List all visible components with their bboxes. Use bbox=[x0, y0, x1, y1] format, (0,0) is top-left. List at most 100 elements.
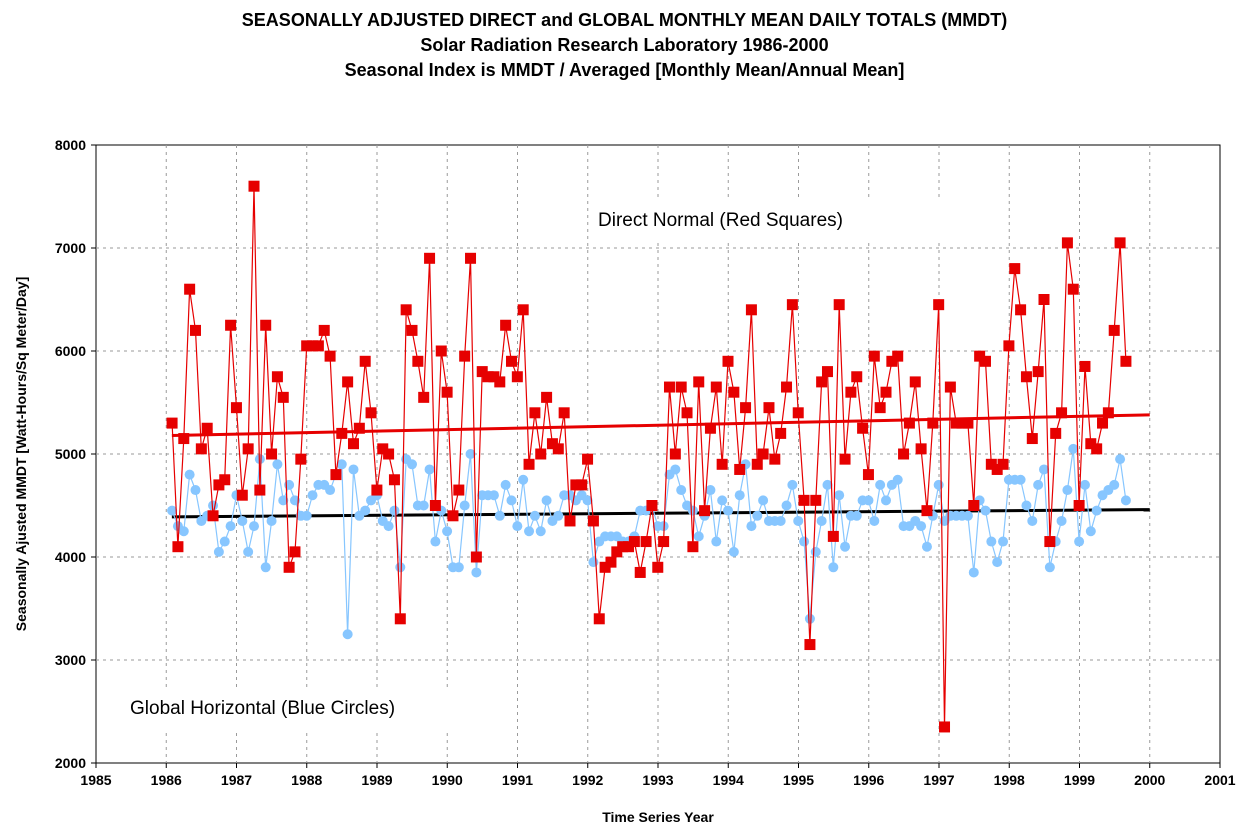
data-point-direct bbox=[558, 407, 570, 419]
data-point-direct bbox=[617, 541, 629, 553]
data-point-direct bbox=[722, 355, 734, 367]
x-tick-label: 2000 bbox=[1134, 772, 1165, 788]
data-point-direct bbox=[254, 484, 266, 496]
data-point-direct bbox=[336, 427, 348, 439]
data-point-direct bbox=[804, 639, 816, 651]
data-point-direct bbox=[710, 381, 722, 393]
data-point-global bbox=[869, 515, 880, 526]
data-point-direct bbox=[950, 417, 962, 429]
data-point-global bbox=[342, 629, 353, 640]
data-point-global bbox=[1085, 526, 1096, 537]
x-tick-label: 1995 bbox=[783, 772, 814, 788]
data-point-direct bbox=[1102, 407, 1114, 419]
data-point-direct bbox=[985, 458, 997, 470]
data-point-direct bbox=[505, 355, 517, 367]
data-point-direct bbox=[1120, 355, 1132, 367]
data-point-direct bbox=[324, 350, 336, 362]
data-point-direct bbox=[283, 561, 295, 573]
data-point-direct bbox=[412, 355, 424, 367]
data-point-global bbox=[933, 479, 944, 490]
data-point-direct bbox=[833, 299, 845, 311]
data-point-direct bbox=[991, 463, 1003, 475]
data-point-global bbox=[916, 521, 927, 532]
chart-title: SEASONALLY ADJUSTED DIRECT and GLOBAL MO… bbox=[241, 10, 1008, 30]
data-point-global bbox=[336, 459, 347, 470]
data-point-direct bbox=[1026, 433, 1038, 445]
data-point-global bbox=[453, 562, 464, 573]
data-point-direct bbox=[266, 448, 278, 460]
data-point-direct bbox=[921, 505, 933, 517]
data-point-global bbox=[693, 531, 704, 542]
data-point-direct bbox=[874, 402, 886, 414]
data-point-global bbox=[582, 495, 593, 506]
data-point-direct bbox=[318, 324, 330, 336]
data-point-direct bbox=[470, 551, 482, 563]
data-point-global bbox=[471, 567, 482, 578]
data-point-direct bbox=[810, 494, 822, 506]
x-axis-title: Time Series Year bbox=[602, 809, 714, 825]
data-point-global bbox=[758, 495, 769, 506]
data-point-direct bbox=[1044, 536, 1056, 548]
data-point-direct bbox=[564, 515, 576, 527]
data-point-direct bbox=[500, 319, 512, 331]
data-point-global bbox=[962, 510, 973, 521]
y-tick-label: 3000 bbox=[55, 652, 86, 668]
data-point-direct bbox=[757, 448, 769, 460]
x-tick-label: 1988 bbox=[291, 772, 322, 788]
data-point-global bbox=[980, 505, 991, 516]
x-tick-label: 1986 bbox=[151, 772, 182, 788]
data-point-direct bbox=[640, 536, 652, 548]
data-point-global bbox=[998, 536, 1009, 547]
data-point-direct bbox=[681, 407, 693, 419]
data-point-direct bbox=[939, 721, 951, 733]
data-point-direct bbox=[213, 479, 225, 491]
data-point-direct bbox=[769, 453, 781, 465]
y-tick-label: 8000 bbox=[55, 137, 86, 153]
data-series bbox=[166, 180, 1132, 733]
data-point-global bbox=[430, 536, 441, 547]
data-point-direct bbox=[277, 391, 289, 403]
data-point-direct bbox=[974, 350, 986, 362]
data-point-direct bbox=[851, 371, 863, 383]
data-point-direct bbox=[587, 515, 599, 527]
data-point-global bbox=[1044, 562, 1055, 573]
data-point-global bbox=[840, 541, 851, 552]
data-point-direct bbox=[845, 386, 857, 398]
data-point-direct bbox=[570, 479, 582, 491]
data-point-global bbox=[828, 562, 839, 573]
data-point-global bbox=[1033, 479, 1044, 490]
data-point-direct bbox=[511, 371, 523, 383]
data-point-direct bbox=[184, 283, 196, 295]
data-point-global bbox=[787, 479, 798, 490]
data-point-global bbox=[881, 495, 892, 506]
data-point-direct bbox=[880, 386, 892, 398]
data-point-direct bbox=[295, 453, 307, 465]
data-point-global bbox=[465, 449, 476, 459]
data-point-direct bbox=[868, 350, 880, 362]
data-point-global bbox=[986, 536, 997, 547]
data-point-direct bbox=[429, 500, 441, 511]
data-point-direct bbox=[582, 453, 594, 465]
data-point-direct bbox=[763, 402, 775, 414]
data-point-direct bbox=[1108, 324, 1120, 336]
data-point-global bbox=[494, 510, 505, 521]
x-tick-label: 1991 bbox=[502, 772, 533, 788]
data-point-direct bbox=[353, 422, 365, 434]
x-tick-label: 2001 bbox=[1204, 772, 1235, 788]
data-point-direct bbox=[646, 500, 658, 511]
data-point-direct bbox=[494, 376, 506, 388]
data-point-direct bbox=[476, 366, 488, 378]
data-point-direct bbox=[365, 407, 377, 419]
data-point-global bbox=[705, 485, 716, 496]
data-point-direct bbox=[1061, 237, 1073, 249]
data-point-direct bbox=[933, 299, 945, 311]
data-point-direct bbox=[523, 458, 535, 470]
data-point-direct bbox=[862, 469, 874, 481]
data-point-global bbox=[442, 526, 453, 537]
data-point-global bbox=[178, 526, 189, 537]
data-point-global bbox=[834, 490, 845, 501]
data-point-direct bbox=[798, 494, 810, 506]
data-point-global bbox=[670, 464, 681, 475]
data-point-direct bbox=[909, 376, 921, 388]
